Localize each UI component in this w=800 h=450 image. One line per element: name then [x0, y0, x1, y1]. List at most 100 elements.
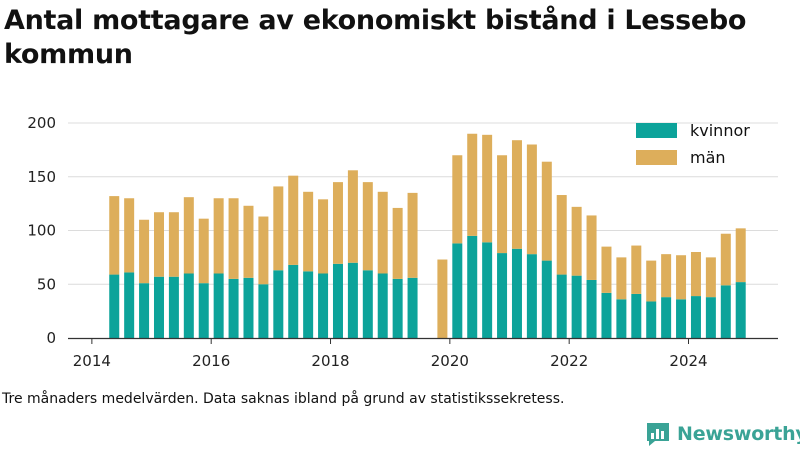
bar-kvinnor: [601, 292, 612, 338]
bar-man: [735, 228, 746, 283]
bar-kvinnor: [690, 296, 701, 338]
bar-kvinnor: [392, 278, 403, 338]
bar-kvinnor: [497, 253, 508, 338]
bar-kvinnor: [153, 276, 164, 338]
bar-man: [153, 212, 164, 277]
footnote: Tre månaders medelvärden. Data saknas ib…: [2, 391, 565, 407]
bar-man: [631, 245, 642, 294]
bar-man: [571, 206, 582, 276]
bar-kvinnor: [735, 282, 746, 338]
bar-man: [168, 212, 179, 277]
bar-man: [362, 182, 373, 271]
x-tick-label: 2022: [550, 352, 588, 370]
bar-man: [601, 246, 612, 293]
bar-man: [661, 254, 672, 298]
bar-man: [258, 216, 269, 285]
bar-kvinnor: [347, 262, 358, 338]
bar-kvinnor: [228, 278, 239, 338]
bar-kvinnor: [139, 283, 150, 338]
legend-swatch-kvinnor: [636, 123, 677, 138]
bar-kvinnor: [168, 276, 179, 338]
bar-man: [690, 252, 701, 297]
bar-kvinnor: [318, 273, 329, 338]
bar-kvinnor: [452, 243, 463, 338]
legend-label: män: [690, 148, 726, 167]
bar-man: [541, 161, 552, 261]
bar-kvinnor: [213, 273, 224, 338]
bar-man: [616, 257, 627, 300]
bar-kvinnor: [705, 297, 716, 338]
bar-kvinnor: [571, 275, 582, 338]
x-tick-label: 2020: [431, 352, 469, 370]
bar-kvinnor: [676, 299, 687, 338]
newsworthy-logo-icon: [647, 423, 669, 446]
bar-kvinnor: [556, 274, 567, 338]
bar-man: [228, 198, 239, 279]
bar-man: [124, 198, 135, 273]
bar-kvinnor: [467, 235, 478, 338]
bar-kvinnor: [362, 270, 373, 338]
bar-man: [586, 215, 597, 280]
bar-man: [273, 186, 284, 271]
bar-kvinnor: [586, 279, 597, 338]
bar-man: [720, 233, 731, 286]
x-tick-label: 2016: [192, 352, 230, 370]
legend-label: kvinnor: [690, 121, 750, 140]
chart-title: Antal mottagare av ekonomiskt bistånd i …: [4, 5, 747, 70]
y-tick-label: 100: [27, 222, 56, 240]
bar-man: [243, 205, 254, 278]
bar-man: [526, 144, 537, 255]
bar-man: [705, 257, 716, 298]
bar-kvinnor: [631, 293, 642, 338]
bar-man: [139, 219, 150, 284]
brand-name: Newsworthy: [677, 423, 800, 445]
bar-man: [332, 182, 343, 264]
bar-kvinnor: [661, 297, 672, 338]
y-tick-label: 150: [27, 168, 56, 186]
bar-kvinnor: [273, 270, 284, 338]
bar-man: [198, 218, 209, 284]
bar-man: [213, 198, 224, 274]
bar-kvinnor: [109, 274, 120, 338]
bar-kvinnor: [183, 273, 194, 338]
bar-man: [407, 192, 418, 278]
y-tick-label: 200: [27, 114, 56, 132]
bar-kvinnor: [243, 277, 254, 338]
bar-man: [377, 191, 388, 274]
bar-man: [497, 155, 508, 254]
bar-kvinnor: [541, 260, 552, 338]
bar-man: [303, 191, 314, 272]
bar-man: [392, 207, 403, 279]
bar-kvinnor: [616, 299, 627, 338]
brand-logo[interactable]: Newsworthy: [645, 420, 800, 448]
bar-kvinnor: [198, 283, 209, 338]
bar-kvinnor: [303, 271, 314, 338]
bar-kvinnor: [377, 273, 388, 338]
bar-man: [347, 170, 358, 263]
y-tick-label: 50: [37, 275, 56, 293]
legend-swatch-man: [636, 150, 677, 165]
bar-man: [482, 134, 493, 243]
bar-kvinnor: [124, 272, 135, 338]
y-tick-label: 0: [46, 329, 56, 347]
x-tick-label: 2024: [669, 352, 707, 370]
bar-kvinnor: [526, 254, 537, 338]
x-tick-label: 2018: [311, 352, 349, 370]
bar-man: [288, 175, 299, 265]
bar-man: [109, 196, 120, 275]
bar-kvinnor: [720, 285, 731, 338]
bar-kvinnor: [258, 284, 269, 338]
bar-kvinnor: [332, 263, 343, 338]
bar-man: [437, 259, 448, 338]
bar-man: [556, 195, 567, 275]
bar-kvinnor: [288, 264, 299, 338]
bar-man: [511, 140, 522, 249]
bar-man: [646, 260, 657, 302]
bar-man: [183, 197, 194, 274]
bar-man: [452, 155, 463, 244]
bar-kvinnor: [646, 301, 657, 338]
bar-kvinnor: [407, 277, 418, 338]
bar-man: [676, 255, 687, 300]
bar-kvinnor: [482, 242, 493, 338]
